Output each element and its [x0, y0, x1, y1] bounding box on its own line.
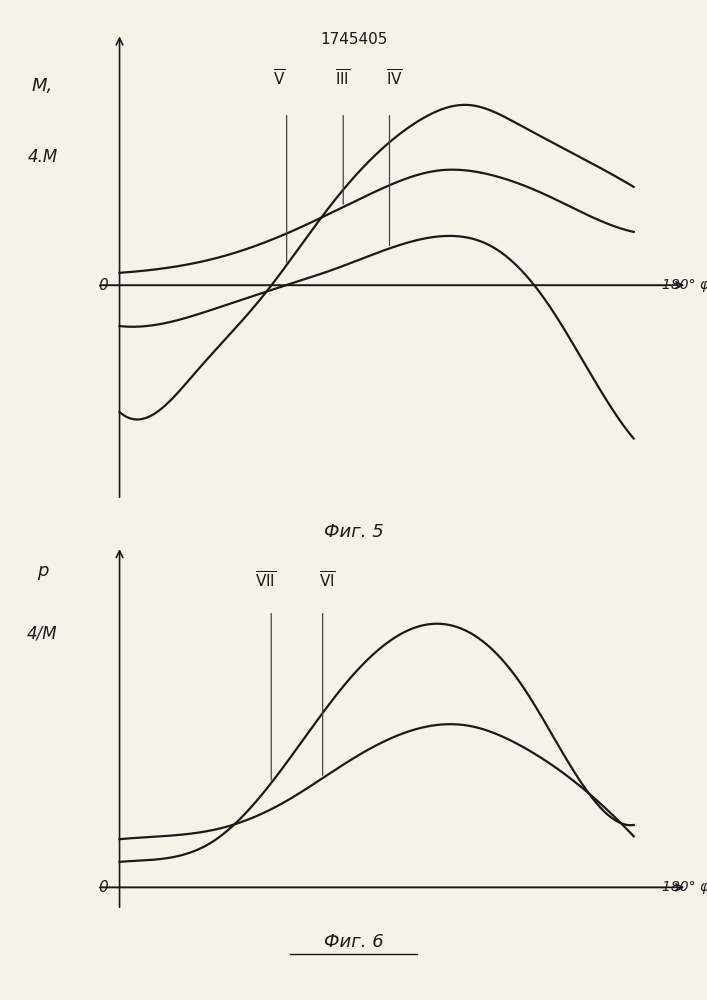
- Text: M,: M,: [32, 77, 53, 95]
- Text: $\overline{\mathrm{IV}}$: $\overline{\mathrm{IV}}$: [386, 68, 403, 89]
- Text: Фиг. 6: Фиг. 6: [324, 933, 383, 951]
- Text: 4/M: 4/M: [27, 624, 58, 642]
- Text: 4.M: 4.M: [28, 148, 57, 166]
- Text: p: p: [37, 562, 48, 580]
- Text: 0: 0: [98, 880, 108, 895]
- Text: $\overline{\mathrm{VI}}$: $\overline{\mathrm{VI}}$: [320, 570, 337, 590]
- Text: $\overline{\mathrm{V}}$: $\overline{\mathrm{V}}$: [273, 68, 285, 89]
- Text: 180° φ°: 180° φ°: [662, 278, 707, 292]
- Text: 0: 0: [98, 278, 108, 293]
- Text: $\overline{\mathrm{VII}}$: $\overline{\mathrm{VII}}$: [255, 570, 277, 590]
- Text: $\overline{\mathrm{III}}$: $\overline{\mathrm{III}}$: [335, 68, 351, 89]
- Text: 1745405: 1745405: [320, 32, 387, 47]
- Text: 180° φ°: 180° φ°: [662, 880, 707, 894]
- Text: Фиг. 5: Фиг. 5: [324, 523, 383, 541]
